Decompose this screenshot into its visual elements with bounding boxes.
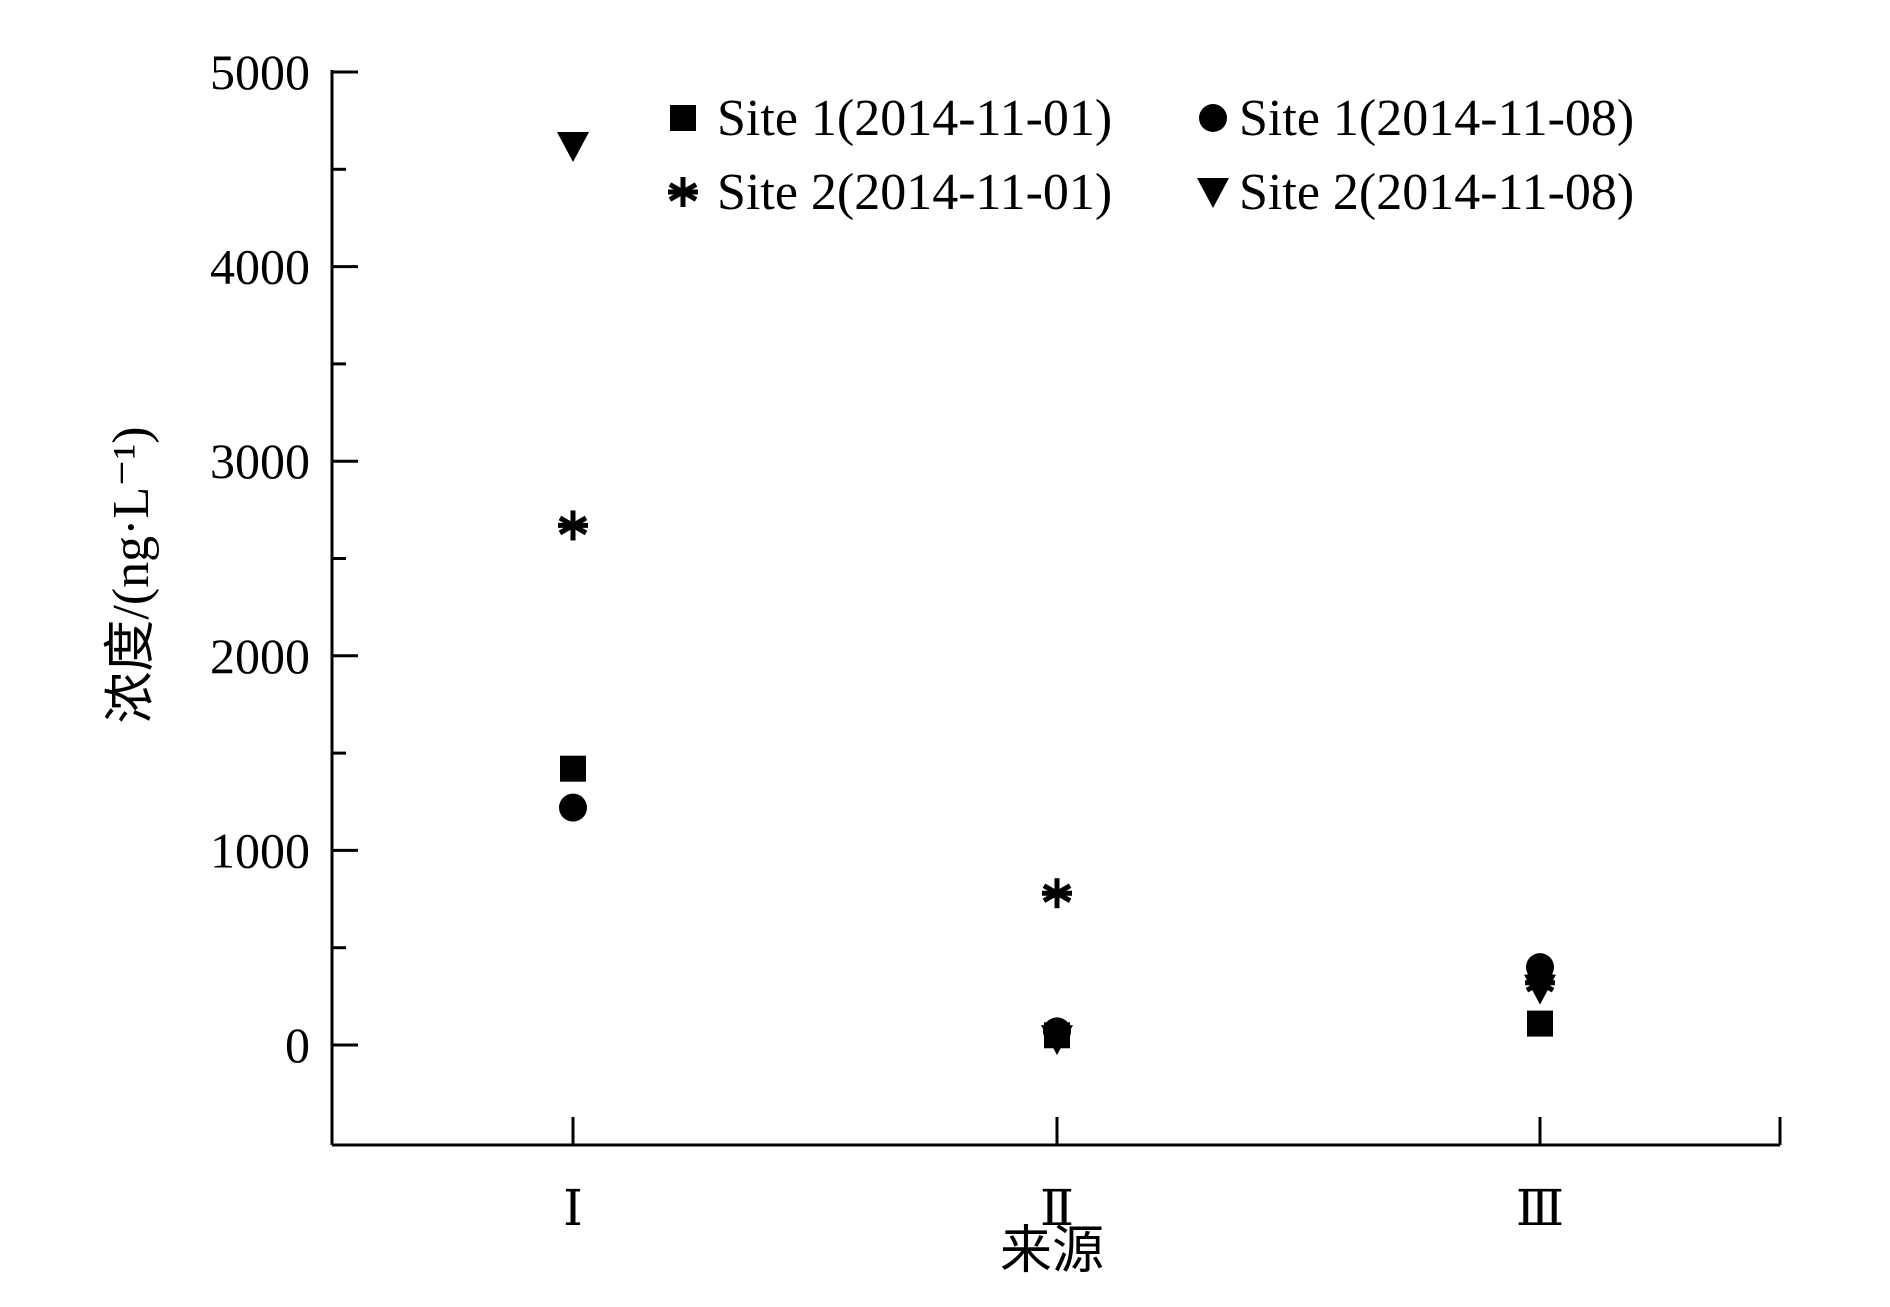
data-points [557,131,1556,1056]
y-axis-title: 浓度/(ng·L⁻¹) [103,426,160,723]
legend-label: Site 1(2014-11-08) [1239,90,1634,147]
legend-marker-triangle-down [1197,178,1229,208]
y-tick-label: 5000 [210,44,310,100]
legend: Site 1(2014-11-01) Site 1(2014-11-08) Site… [668,90,1634,221]
y-tick-label: 1000 [210,822,310,878]
data-point-triangle-down [1041,1025,1073,1056]
legend-marker-asterisk [668,177,698,207]
legend-label: Site 2(2014-11-01) [717,164,1112,221]
y-tick-label: 3000 [210,433,310,489]
data-point-square [560,755,586,782]
legend-label: Site 1(2014-11-01) [717,90,1112,147]
x-axis-title: 来源 [1000,1223,1104,1280]
data-point-circle [1526,953,1554,982]
axes [330,70,1780,1147]
legend-marker-circle [1199,104,1227,132]
y-tick-label: 4000 [210,239,310,295]
y-ticks: 0 1000 2000 3000 4000 5000 [210,44,358,1073]
x-tick-label: Ⅲ [1516,1180,1564,1236]
data-point-triangle-down [1524,974,1556,1005]
x-ticks: Ⅰ Ⅱ Ⅲ [563,1117,1782,1236]
y-tick-label: 2000 [210,628,310,684]
data-point-square [1527,1010,1553,1037]
y-tick-label: 0 [285,1017,310,1073]
x-tick-label: Ⅱ [1040,1180,1074,1236]
data-point-asterisk [558,510,588,541]
data-point-circle [559,793,587,822]
legend-marker-square [670,105,696,131]
data-point-triangle-down [557,131,589,162]
data-point-asterisk [1042,878,1072,909]
legend-label: Site 2(2014-11-08) [1239,164,1634,221]
x-tick-label: Ⅰ [563,1180,583,1236]
